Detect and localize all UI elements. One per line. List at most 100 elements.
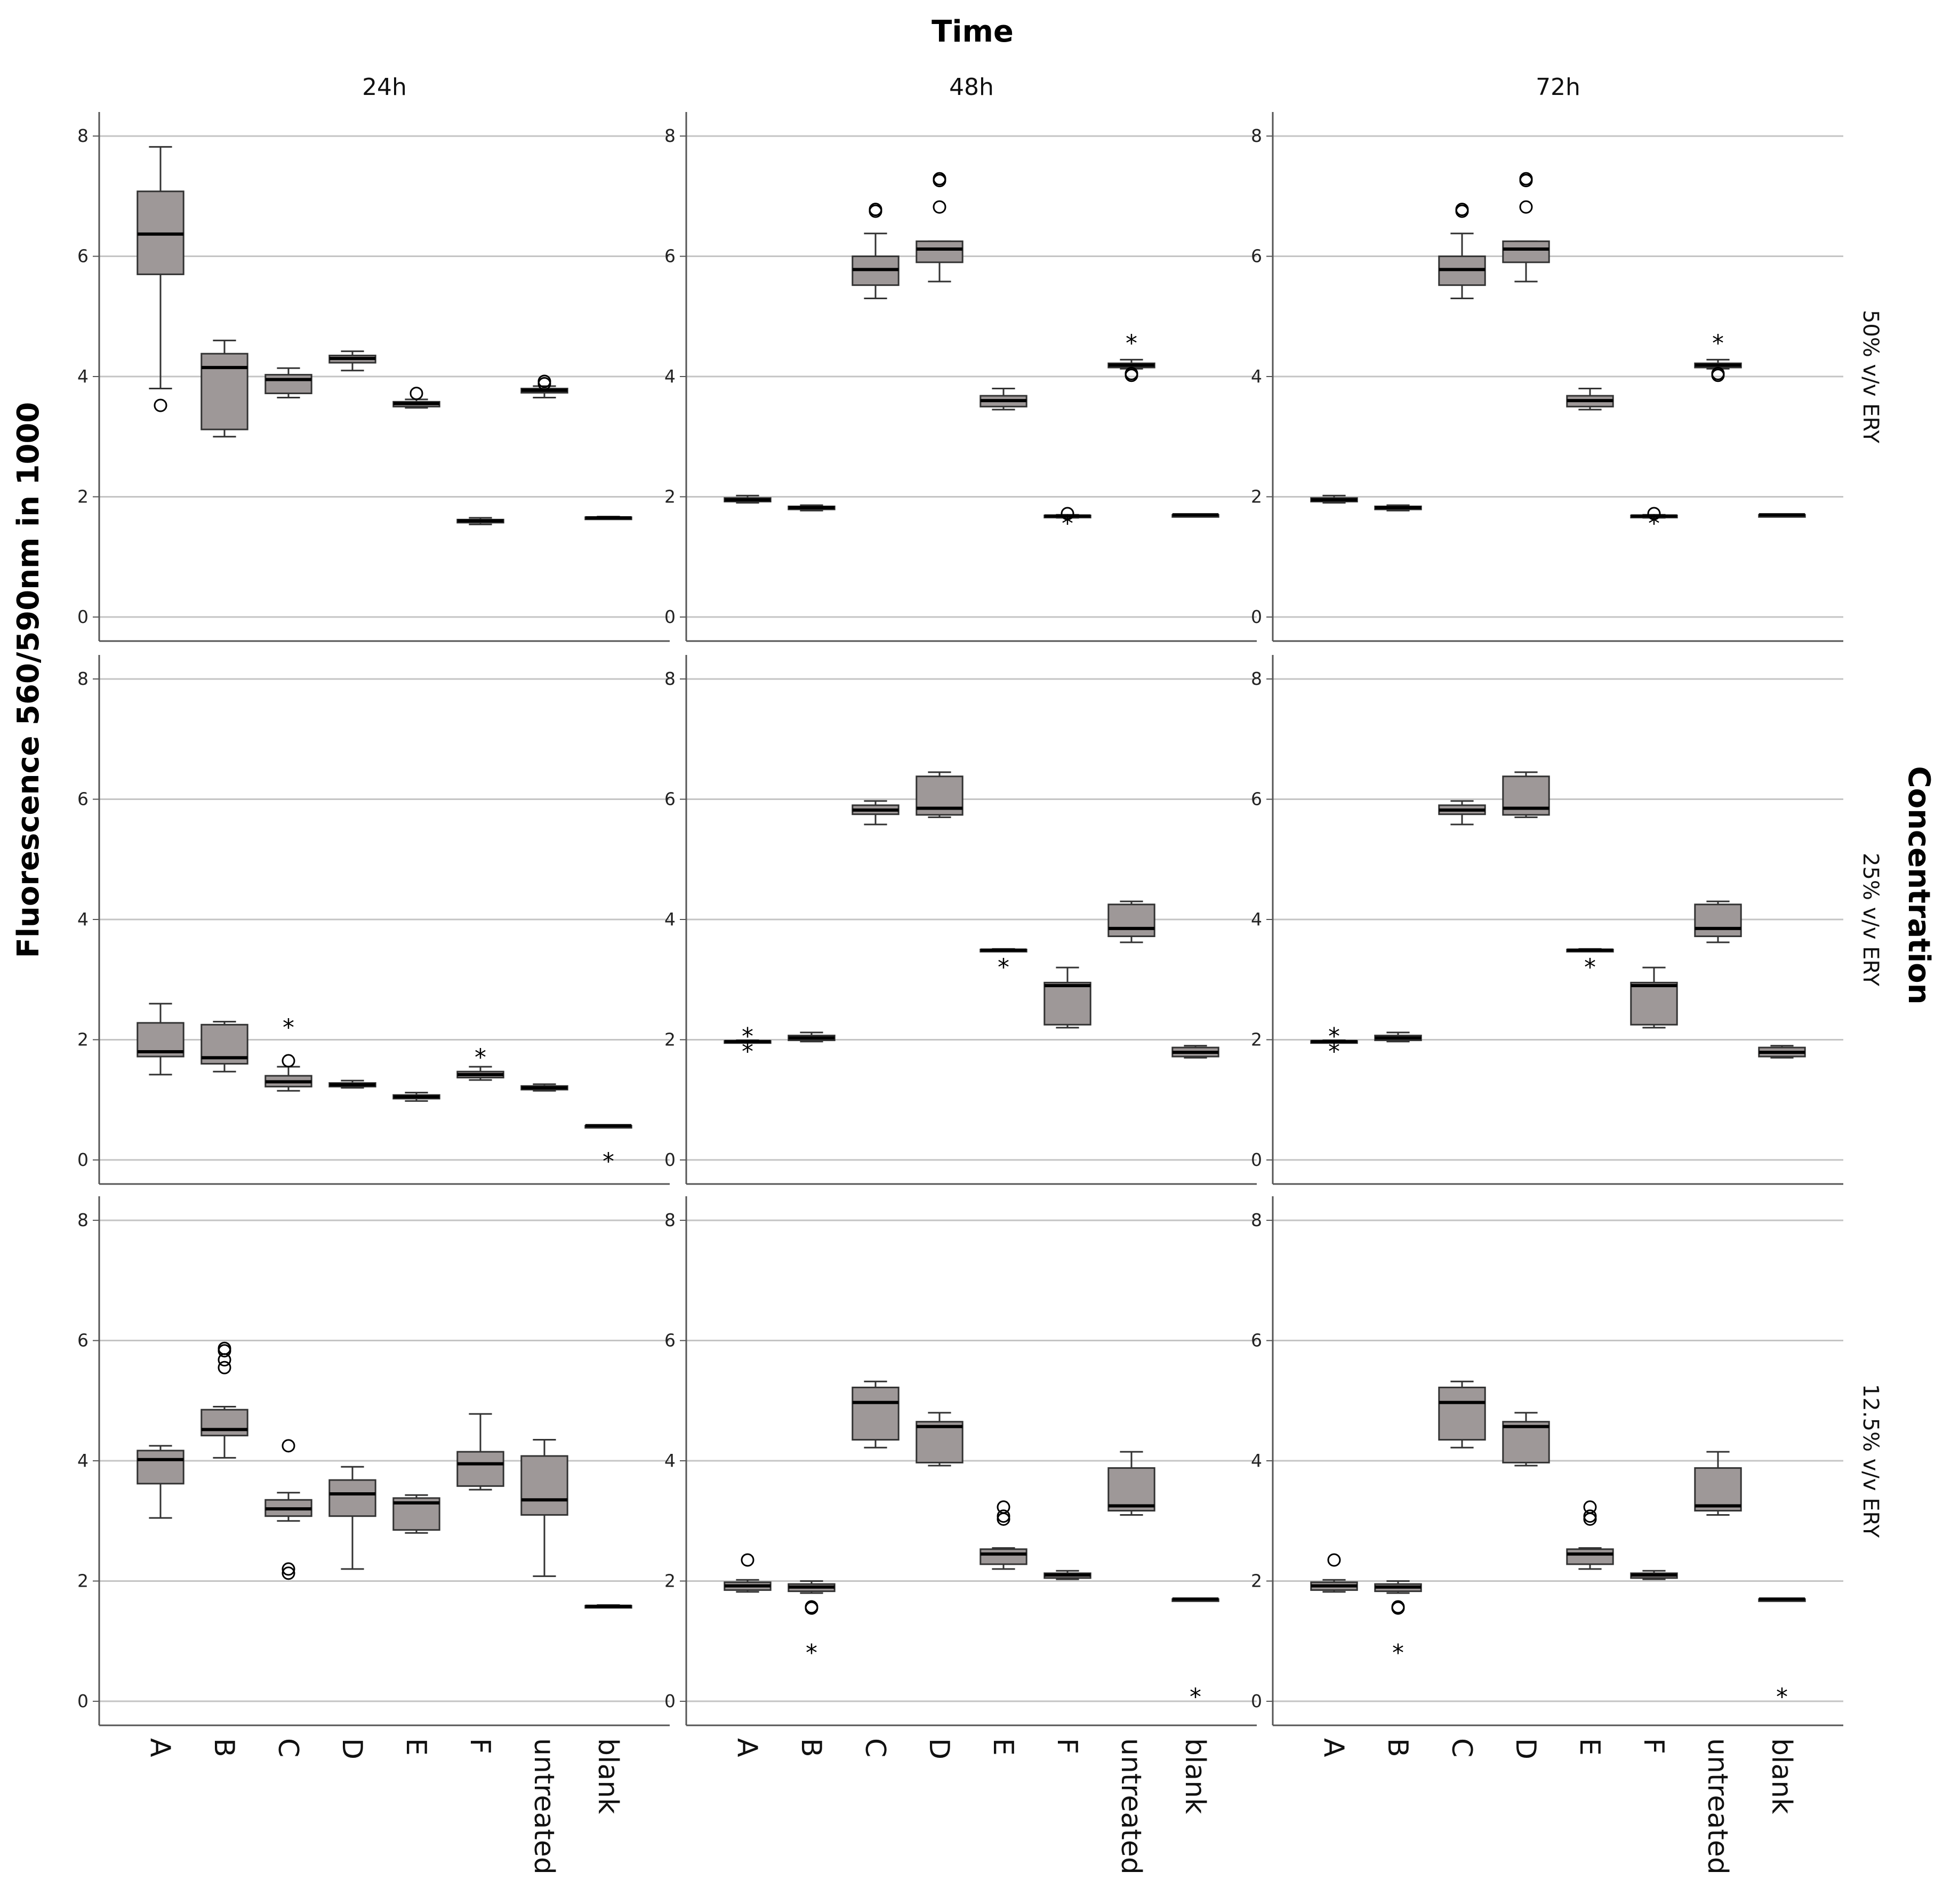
row-title: 12.5% v/v ERY bbox=[1858, 1384, 1883, 1538]
box-untreated bbox=[1107, 900, 1155, 943]
y-tick-label: 2 bbox=[1251, 486, 1262, 507]
y-tick-label: 6 bbox=[664, 789, 676, 810]
row-title: 25% v/v ERY bbox=[1858, 853, 1883, 987]
y-tick-label: 2 bbox=[77, 1029, 89, 1050]
box-iqr bbox=[456, 1451, 504, 1487]
box-iqr bbox=[1694, 1467, 1742, 1512]
box-C bbox=[1438, 1380, 1486, 1449]
box-blank: * bbox=[1171, 1597, 1219, 1710]
box-F bbox=[1043, 966, 1091, 1029]
extreme-point: * bbox=[998, 954, 1009, 981]
box-F bbox=[1630, 966, 1678, 1029]
category-label: A bbox=[731, 1738, 763, 1757]
box-C bbox=[1438, 800, 1486, 826]
panel: 0 2 4 6 8 * * bbox=[1251, 112, 1843, 642]
box-D bbox=[916, 771, 964, 818]
box-iqr bbox=[520, 1455, 568, 1516]
box-C bbox=[264, 367, 312, 398]
box-untreated bbox=[520, 1083, 568, 1092]
box-blank: * bbox=[584, 1124, 632, 1175]
y-tick-label: 4 bbox=[1251, 1450, 1262, 1471]
y-tick-label: 4 bbox=[77, 366, 89, 387]
category-label: blank bbox=[592, 1738, 624, 1814]
category-label: E bbox=[400, 1738, 432, 1756]
box-E bbox=[1566, 1500, 1614, 1570]
outlier-point bbox=[1327, 1553, 1341, 1567]
box-D bbox=[328, 350, 376, 372]
extreme-point: * bbox=[1190, 1683, 1201, 1710]
outlier-point bbox=[1583, 1509, 1597, 1523]
y-tick-label: 0 bbox=[664, 606, 676, 627]
box-E bbox=[392, 1092, 440, 1102]
box-blank bbox=[1758, 513, 1806, 518]
box-E bbox=[979, 388, 1027, 411]
outlier-point bbox=[282, 1054, 295, 1068]
box-iqr bbox=[1566, 1548, 1614, 1565]
box-A bbox=[1310, 1553, 1358, 1593]
extreme-point: * bbox=[742, 1023, 753, 1050]
category-label: C bbox=[1446, 1738, 1478, 1757]
category-label: D bbox=[923, 1738, 955, 1759]
y-tick-label: 0 bbox=[77, 1149, 89, 1170]
box-C bbox=[1438, 203, 1486, 299]
outlier-point bbox=[997, 1500, 1010, 1514]
y-tick-label: 8 bbox=[1251, 668, 1262, 689]
extreme-point: * bbox=[1126, 330, 1137, 357]
extreme-point: * bbox=[1062, 510, 1073, 538]
box-C bbox=[264, 1439, 312, 1580]
category-label: blank bbox=[1179, 1738, 1211, 1814]
box-A: ** bbox=[724, 1023, 772, 1065]
box-F: * bbox=[1630, 507, 1678, 538]
outlier-point bbox=[1519, 172, 1533, 186]
box-iqr bbox=[1502, 240, 1550, 263]
box-iqr bbox=[1438, 1386, 1486, 1441]
box-A bbox=[1310, 494, 1358, 504]
y-tick-label: 6 bbox=[77, 789, 89, 810]
category-label: untreated bbox=[528, 1738, 560, 1875]
y-tick-label: 0 bbox=[664, 1149, 676, 1170]
y-tick-label: 8 bbox=[1251, 1210, 1262, 1230]
category-label: A bbox=[1318, 1738, 1350, 1757]
box-A bbox=[724, 494, 772, 504]
box-blank bbox=[1171, 1045, 1219, 1059]
category-label: E bbox=[1573, 1738, 1605, 1756]
box-untreated: * bbox=[1694, 330, 1742, 382]
outlier-point bbox=[869, 203, 882, 217]
category-label: untreated bbox=[1701, 1738, 1733, 1875]
row-title: 50% v/v ERY bbox=[1858, 310, 1883, 444]
y-tick-label: 8 bbox=[664, 125, 676, 146]
outlier-point bbox=[1519, 200, 1533, 214]
box-blank bbox=[1171, 513, 1219, 518]
box-B bbox=[788, 504, 836, 511]
y-tick-label: 8 bbox=[77, 125, 89, 146]
box-B bbox=[200, 1021, 248, 1073]
box-D bbox=[328, 1466, 376, 1570]
panel: 0 2 4 6 8 bbox=[77, 112, 670, 642]
box-F bbox=[1043, 1570, 1091, 1580]
column-title: 48h bbox=[949, 74, 994, 101]
box-iqr bbox=[328, 1479, 376, 1517]
box-A bbox=[137, 1445, 184, 1519]
outlier-point bbox=[537, 374, 551, 388]
box-D bbox=[916, 1412, 964, 1467]
outlier-point bbox=[1647, 507, 1661, 521]
box-B bbox=[1374, 1031, 1422, 1043]
box-A bbox=[724, 1553, 772, 1593]
outlier-point bbox=[218, 1361, 231, 1374]
y-tick-label: 4 bbox=[77, 1450, 89, 1471]
extreme-point: * bbox=[1648, 510, 1660, 538]
category-label: B bbox=[208, 1738, 240, 1757]
box-E bbox=[979, 1500, 1027, 1570]
box-B bbox=[200, 339, 248, 438]
box-iqr bbox=[852, 1386, 900, 1441]
outlier-point bbox=[282, 1566, 295, 1580]
y-tick-label: 2 bbox=[1251, 1570, 1262, 1591]
outlier-point bbox=[1391, 1600, 1405, 1614]
box-iqr bbox=[1502, 1421, 1550, 1463]
outlier-point bbox=[1583, 1500, 1597, 1514]
y-tick-label: 4 bbox=[77, 909, 89, 930]
